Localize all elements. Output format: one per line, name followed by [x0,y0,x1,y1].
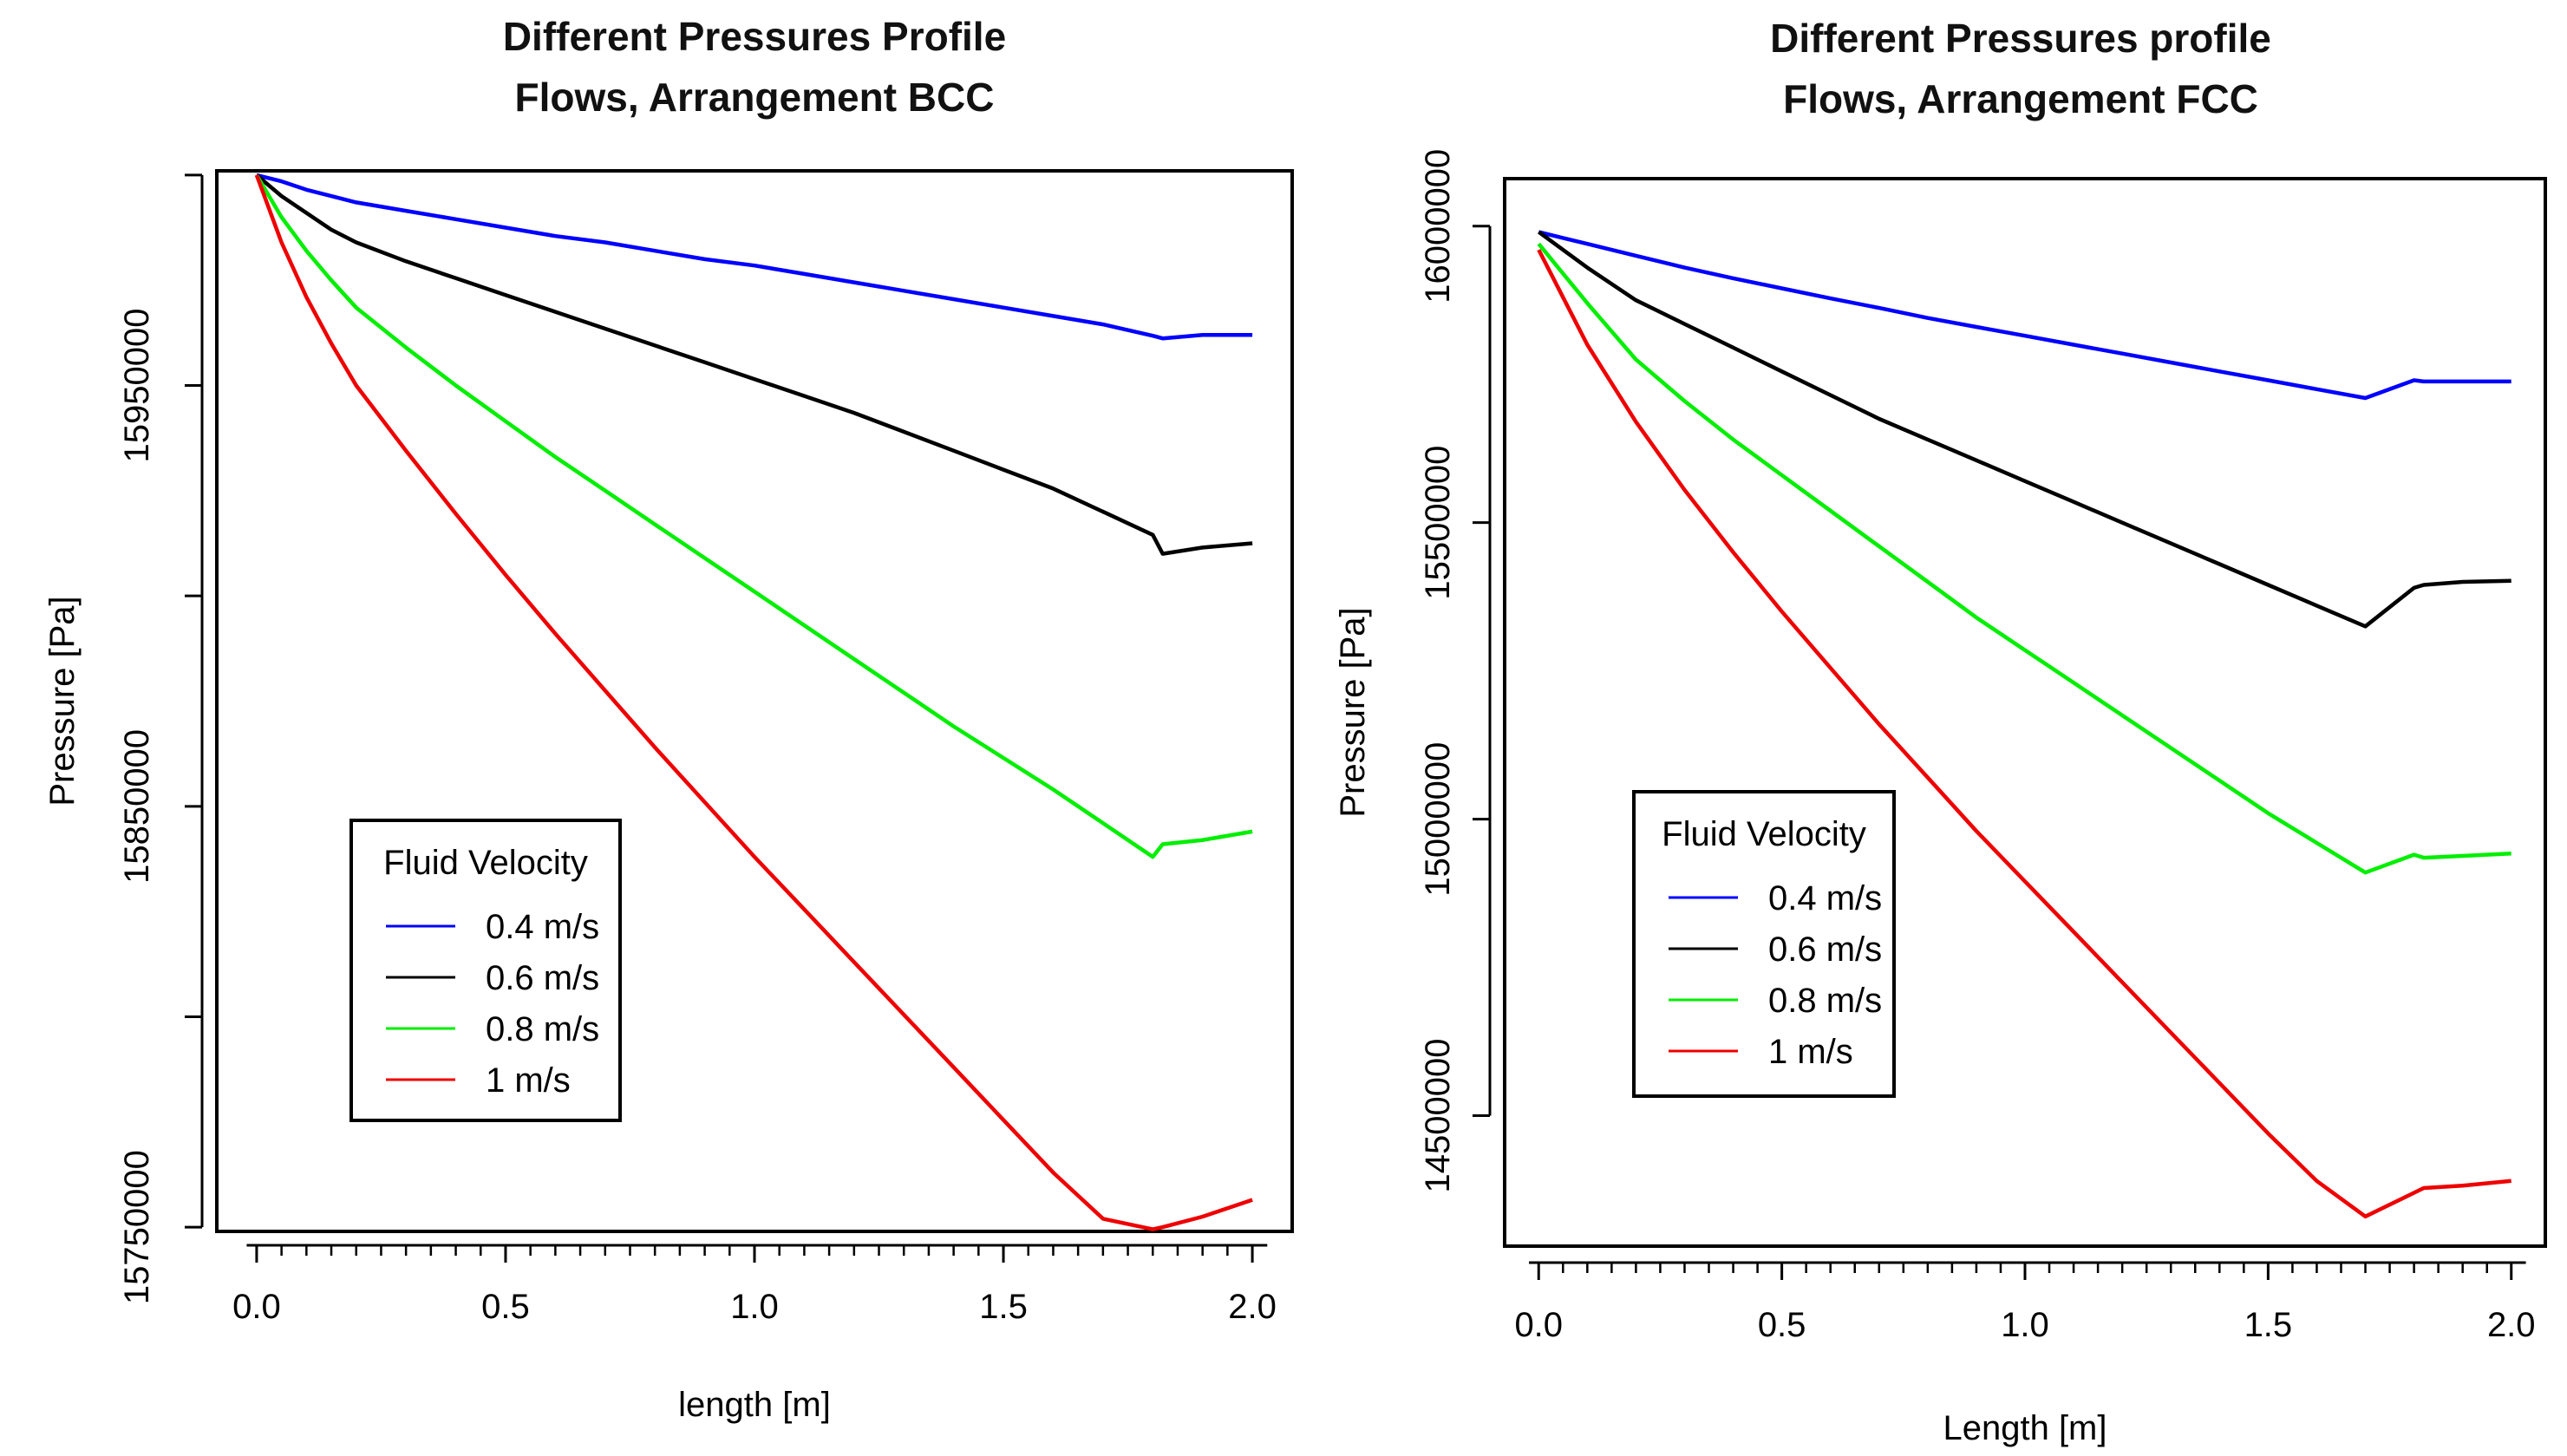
x-tick-label: 1.5 [2244,1306,2293,1344]
legend-title: Fluid Velocity [1662,815,1866,853]
y-tick-label: 15950000 [118,309,156,463]
legend-title: Fluid Velocity [383,844,588,882]
y-tick-label: 15850000 [118,729,156,884]
chart-title-line-2: Flows, Arrangement BCC [515,75,995,120]
series-line-0-4-m-s [256,173,1253,341]
y-tick-label: 14500000 [1419,1039,1457,1193]
x-tick-label: 0.0 [1514,1306,1563,1344]
legend-label: 0.6 m/s [486,959,599,997]
legend-label: 1 m/s [1768,1033,1853,1071]
series-line-0-6-m-s [1537,230,2511,629]
y-axis-label: Pressure [Pa] [43,596,82,806]
legend-label: 0.4 m/s [1768,879,1882,917]
series-line-0-8-m-s [1537,242,2511,875]
y-tick-label: 16000000 [1419,149,1457,304]
x-tick-label: 2.0 [1228,1288,1277,1326]
chart-title-line-1: Different Pressures profile [1770,16,2271,61]
y-axis-label: Pressure [Pa] [1334,607,1372,817]
y-tick-label: 15500000 [1419,446,1457,600]
x-tick-label: 1.5 [979,1288,1028,1326]
series-line-1-m-s [1537,249,2511,1219]
chart-panel-2: Different Pressures profile Flows, Arrang… [1334,16,2547,1447]
chart-panel-1: Different Pressures Profile Flows, Arrang… [43,14,1294,1424]
series-line-0-4-m-s [1538,230,2511,401]
legend-label: 0.4 m/s [486,908,599,946]
legend-label: 0.8 m/s [486,1010,599,1048]
legend: Fluid Velocity 0.4 m/s 0.6 m/s 0.8 m/s 1 m/s [1632,790,1896,1098]
legend-box [349,819,622,1122]
series-line-0-6-m-s [255,173,1253,556]
y-tick-label: 15000000 [1419,742,1457,897]
legend-label: 0.6 m/s [1768,930,1882,969]
series-line-1-m-s [254,174,1253,1231]
plot-frame [215,169,1294,1233]
x-axis-label: Length [m] [1943,1409,2107,1447]
chart-title-line-1: Different Pressures Profile [503,14,1006,59]
legend: Fluid Velocity 0.4 m/s 0.6 m/s 0.8 m/s 1 m/s [349,819,622,1122]
x-tick-label: 1.0 [2001,1306,2049,1344]
legend-label: 0.8 m/s [1768,982,1882,1020]
x-tick-label: 1.0 [730,1288,779,1326]
legend-box [1632,790,1896,1098]
x-tick-label: 0.5 [481,1288,530,1326]
x-tick-label: 0.0 [232,1288,281,1326]
legend-label: 1 m/s [486,1061,571,1100]
plot-frame [1503,177,2547,1248]
x-tick-label: 2.0 [2487,1306,2536,1344]
x-tick-label: 0.5 [1758,1306,1806,1344]
chart-title-line-2: Flows, Arrangement FCC [1783,76,2258,121]
x-axis-label: length [m] [678,1386,831,1424]
series-line-0-8-m-s [254,173,1253,859]
y-tick-label: 15750000 [118,1150,156,1304]
